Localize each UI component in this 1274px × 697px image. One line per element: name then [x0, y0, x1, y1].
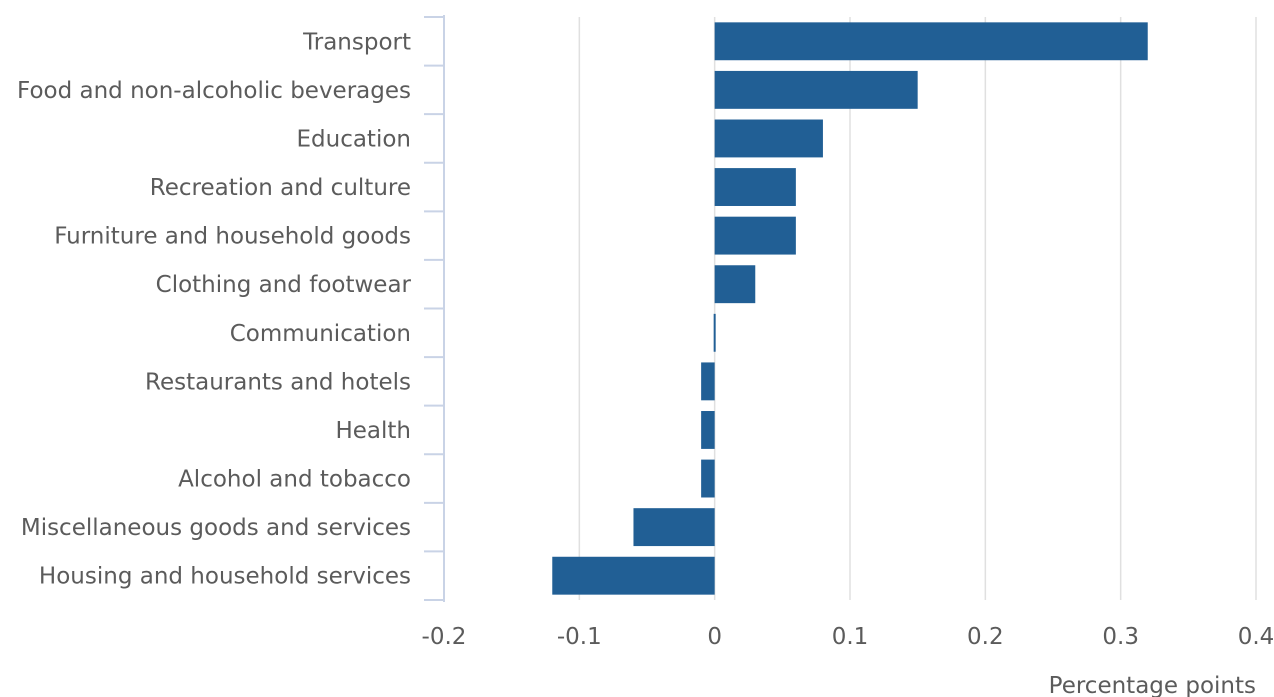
x-tick-label: 0 [707, 624, 722, 650]
bar [552, 556, 715, 595]
bar [701, 362, 715, 401]
x-tick-label: 0.4 [1238, 624, 1274, 650]
category-label: Miscellaneous goods and services [21, 515, 411, 541]
category-label: Recreation and culture [150, 175, 411, 201]
x-tick-label: 0.2 [967, 624, 1004, 650]
bar [714, 168, 796, 206]
category-label: Furniture and household goods [54, 224, 411, 250]
x-tick-label: -0.1 [557, 624, 602, 650]
bar [714, 119, 823, 158]
category-label: Education [296, 126, 411, 152]
category-axis [424, 15, 445, 602]
bar [633, 508, 715, 547]
category-label: Health [335, 418, 411, 444]
category-label: Clothing and footwear [156, 272, 412, 298]
category-label: Food and non-alcoholic beverages [17, 78, 411, 104]
bars [552, 22, 1148, 595]
bar [701, 459, 715, 498]
category-label: Alcohol and tobacco [178, 467, 411, 493]
x-tick-label: 0.1 [832, 624, 869, 650]
bar [714, 22, 1148, 61]
bar [713, 313, 716, 352]
bar [714, 265, 756, 304]
x-tick-label: -0.2 [422, 624, 467, 650]
x-axis-title: Percentage points [1049, 673, 1256, 697]
category-label: Housing and household services [39, 564, 411, 590]
bar [701, 411, 715, 449]
category-label: Communication [230, 321, 411, 347]
x-tick-labels: -0.2 -0.1 0 0.1 0.2 0.3 0.4 [422, 624, 1274, 650]
bar [714, 216, 796, 255]
x-tick-label: 0.3 [1102, 624, 1139, 650]
category-label: Transport [302, 29, 411, 55]
category-label: Restaurants and hotels [145, 369, 411, 395]
bar [714, 70, 918, 109]
category-labels: Transport Food and non-alcoholic beverage… [17, 29, 412, 589]
gridlines [578, 17, 1257, 600]
